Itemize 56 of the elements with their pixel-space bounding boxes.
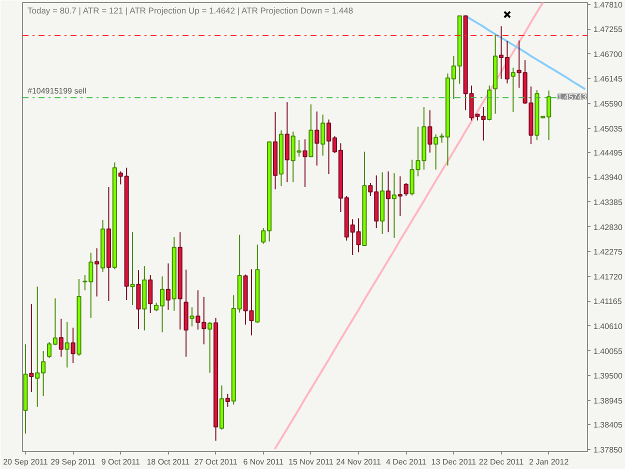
y-tick-label: 1.39500 [594, 372, 623, 381]
x-tick-label: 13 Dec 2011 [431, 458, 477, 466]
y-tick-label: 1.37850 [594, 445, 623, 454]
candlestick [320, 114, 326, 156]
annotation: Today = 80.7 | ATR = 121 | ATR Projection Up = 1.4642 | ATR Projection Down = 1.448 [28, 6, 354, 16]
y-tick-label: 1.40055 [594, 346, 623, 356]
y-tick-label: 1.42830 [594, 222, 623, 232]
candlestick [166, 262, 170, 310]
y-tick-label: 1.42275 [594, 248, 623, 257]
y-tick-label: 1.47810 [594, 0, 623, 10]
candlestick [302, 138, 308, 188]
x-tick-label: 18 Oct 2011 [146, 458, 190, 466]
candlestick [225, 393, 230, 408]
x-tick-label: 29 Sep 2011 [50, 458, 96, 466]
candlestick [190, 306, 194, 327]
y-tick-label: 1.46145 [594, 74, 623, 84]
y-tick-label: 1.41720 [594, 272, 623, 282]
x-tick-label: 22 Dec 2011 [478, 458, 524, 466]
y-tick-label: 1.44495 [594, 148, 623, 158]
x-tick-label: 6 Nov 2011 [243, 458, 284, 466]
candlestick [130, 232, 135, 306]
x-tick-label: 9 Oct 2011 [101, 458, 140, 466]
candlestick [94, 248, 100, 297]
y-tick-label: 1.45035 [594, 124, 623, 134]
y-tick-label: 1.38405 [594, 420, 623, 430]
x-tick-label: 20 Sep 2011 [3, 458, 48, 466]
candlestick [70, 327, 76, 364]
annotation: 1.45743 [558, 92, 588, 102]
y-tick-label: 1.45590 [594, 99, 623, 108]
candlestick [392, 172, 396, 238]
candlestick [29, 304, 34, 393]
line-series [464, 14, 586, 90]
ref-line-label: #104915199 sell [28, 86, 86, 96]
candlestick [398, 176, 402, 217]
x-tick-label: 24 Nov 2011 [336, 458, 382, 466]
y-tick-label: 1.46700 [594, 50, 623, 59]
candlestick [510, 67, 516, 112]
candlestick [314, 111, 320, 166]
y-tick-label: 1.41165 [594, 297, 622, 306]
candlestick [64, 321, 70, 368]
x-tick-label: 15 Nov 2011 [288, 458, 334, 466]
y-tick-label: 1.43940 [594, 173, 623, 182]
x-tick-label: 2 Jan 2012 [529, 458, 570, 466]
y-tick-label: 1.40610 [594, 322, 623, 331]
y-tick-label: 1.47255 [594, 25, 623, 34]
candlestick [404, 182, 408, 196]
candlestick [386, 170, 391, 233]
candlestick [148, 274, 153, 314]
y-tick-label: 1.38945 [594, 396, 623, 406]
candlestick [428, 110, 432, 154]
candlestick [208, 321, 212, 374]
x-tick-label: 4 Dec 2011 [386, 458, 427, 466]
x-tick-label: 27 Oct 2011 [194, 458, 238, 466]
candlestick [434, 134, 438, 170]
candlestick [58, 318, 64, 358]
y-tick-label: 1.43385 [594, 198, 623, 207]
